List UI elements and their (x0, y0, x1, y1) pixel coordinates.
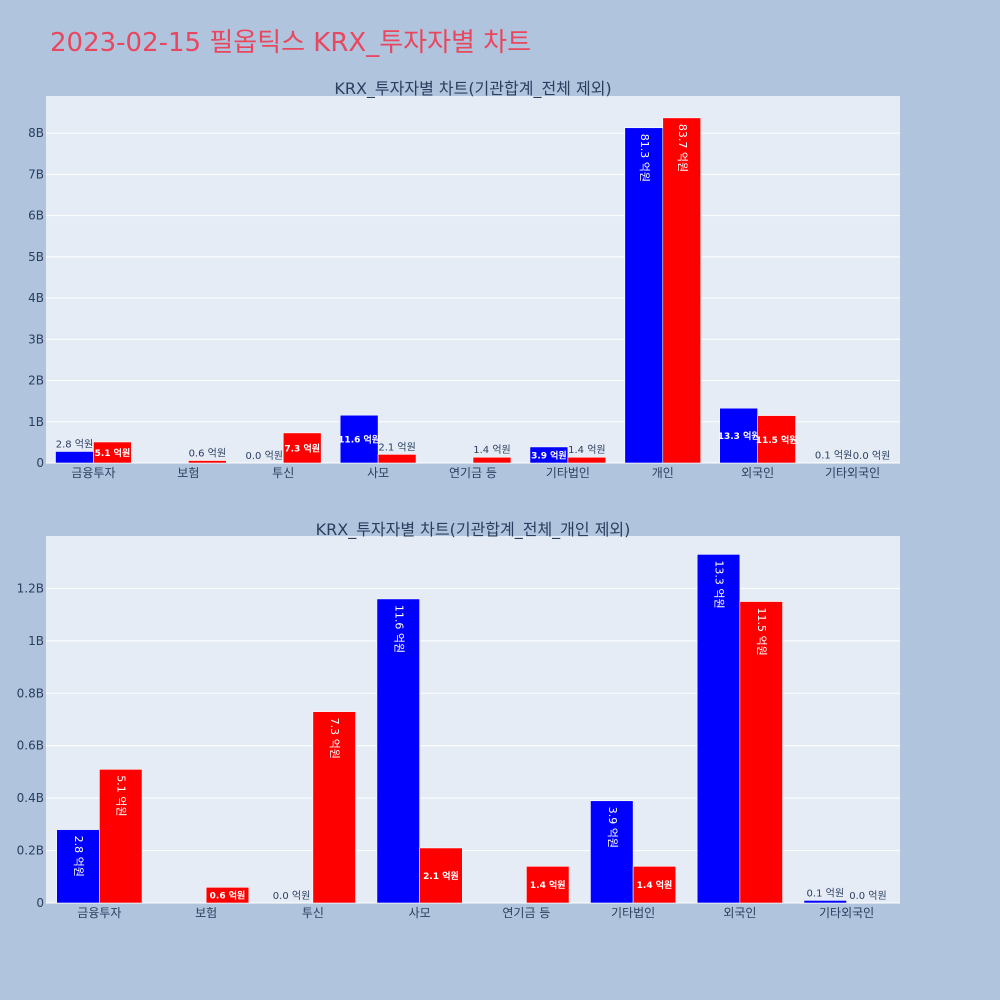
data-label: 2.1 억원 (378, 441, 415, 453)
data-label: 1.4 억원 (473, 444, 510, 456)
y-tick-label: 1B (28, 415, 44, 429)
data-label: 11.6 억원 (338, 434, 380, 446)
bar (696, 554, 741, 904)
data-label: 0.0 억원 (246, 450, 283, 462)
y-tick-label: 0.8B (17, 686, 44, 700)
bar (662, 117, 702, 464)
x-tick-label: 투신 (272, 466, 294, 480)
data-label: 0.6 억원 (210, 890, 246, 902)
bar (624, 127, 664, 464)
bar (757, 415, 796, 464)
bar (99, 769, 143, 904)
data-label: 13.3 억원 (718, 430, 760, 442)
x-tick-label: 금융투자 (71, 466, 115, 480)
data-label: 0.1 억원 (807, 887, 844, 899)
data-label: 7.3 억원 (328, 718, 341, 759)
x-tick-label: 외국인 (741, 466, 774, 480)
y-tick-label: 1.2B (17, 581, 44, 595)
data-label: 0.1 억원 (815, 450, 852, 462)
data-label: 81.3 억원 (638, 134, 651, 182)
data-label: 5.1 억원 (115, 775, 128, 816)
chart-title: KRX_투자자별 차트(기관합계_전체 제외) (334, 79, 611, 99)
bar (339, 414, 379, 464)
y-tick-label: 8B (28, 126, 44, 140)
bar (739, 601, 783, 904)
x-tick-label: 보험 (195, 906, 217, 920)
bar (526, 865, 570, 904)
x-tick-label: 기타법인 (546, 466, 590, 480)
x-tick-label: 연기금 등 (449, 466, 497, 480)
data-label: 2.1 억원 (423, 870, 459, 882)
data-label: 3.9 억원 (606, 807, 619, 848)
chart-2: 0 0.2B 0.4B 0.6B 0.8B 1B 1.2B KRX_투자자별 차트(기관합계_… (17, 520, 900, 920)
bar (590, 800, 634, 904)
x-tick-label: 외국인 (723, 906, 756, 920)
y-tick-label: 0 (36, 896, 44, 910)
x-tick-label: 기타외국인 (825, 466, 880, 480)
bar (56, 829, 100, 904)
data-label: 83.7 억원 (676, 124, 689, 172)
data-label: 1.4 억원 (530, 879, 566, 891)
bar (377, 454, 417, 464)
y-tick-label: 0.6B (17, 739, 44, 753)
data-label: 1.4 억원 (568, 444, 605, 456)
data-label: 2.8 억원 (56, 438, 93, 450)
bar (188, 460, 227, 464)
data-label: 7.3 억원 (284, 442, 320, 454)
data-label: 2.8 억원 (72, 836, 85, 877)
bar (803, 900, 847, 904)
x-tick-label: 연기금 등 (502, 906, 550, 920)
y-tick-label: 0 (36, 456, 44, 470)
data-label: 0.0 억원 (849, 890, 886, 902)
bar (205, 886, 250, 904)
chart-title: KRX_투자자별 차트(기관합계_전체_개인 제외) (316, 520, 631, 540)
y-tick-label: 1B (28, 634, 44, 648)
y-tick-label: 0.2B (17, 844, 44, 858)
x-tick-label: 기타외국인 (819, 906, 874, 920)
bar (567, 456, 607, 464)
bar (632, 865, 677, 904)
data-label: 5.1 억원 (95, 447, 131, 459)
x-tick-label: 보험 (177, 466, 199, 480)
data-label: 3.9 억원 (531, 449, 567, 461)
y-tick-label: 2B (28, 374, 44, 388)
x-tick-label: 사모 (367, 466, 389, 480)
bar (312, 711, 356, 904)
data-label: 0.6 억원 (189, 448, 226, 460)
chart-1: 0 1B 2B 3B 4B 5B 6B 7B 8B KRX_투자자별 차트(기관합계_전체 제외)… (28, 79, 900, 480)
y-tick-label: 0.4B (17, 791, 44, 805)
y-tick-label: 6B (28, 209, 44, 223)
data-label: 11.5 억원 (755, 608, 768, 656)
data-label: 1.4 억원 (637, 879, 673, 891)
y-tick-label: 5B (28, 250, 44, 264)
bar (282, 432, 322, 464)
bar (376, 598, 420, 904)
data-label: 0.0 억원 (273, 890, 310, 902)
bar (419, 847, 463, 904)
bar (529, 446, 569, 464)
bar (472, 456, 512, 464)
y-tick-label: 4B (28, 291, 44, 305)
data-label: 13.3 억원 (713, 560, 726, 608)
page-title: 2023-02-15 필옵틱스 KRX_투자자별 차트 (50, 28, 532, 58)
y-tick-label: 7B (28, 167, 44, 181)
x-tick-label: 개인 (652, 466, 674, 480)
data-label: 0.0 억원 (853, 450, 890, 462)
y-tick-label: 3B (28, 332, 44, 346)
bar (55, 451, 94, 464)
x-tick-label: 기타법인 (611, 906, 655, 920)
data-label: 11.5 억원 (756, 434, 798, 446)
plot-area (46, 96, 900, 463)
x-tick-label: 사모 (409, 906, 431, 920)
x-tick-label: 투신 (302, 906, 324, 920)
bar (93, 441, 132, 464)
x-tick-label: 금융투자 (77, 906, 121, 920)
data-label: 11.6 억원 (392, 605, 405, 653)
